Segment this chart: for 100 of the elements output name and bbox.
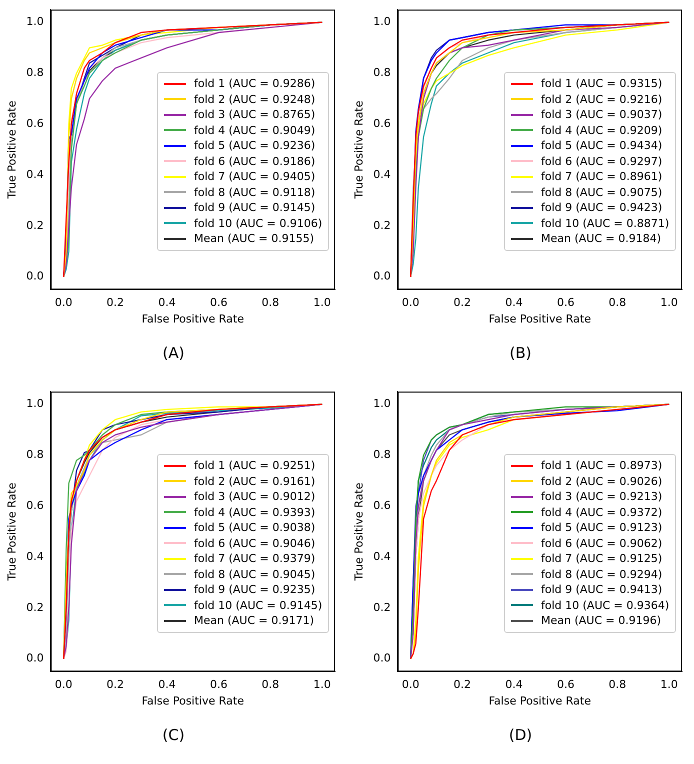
y-tick-label: 0.8	[26, 66, 44, 80]
legend-label: fold 8 (AUC = 0.9045)	[194, 566, 316, 582]
legend-label: fold 2 (AUC = 0.9161)	[194, 474, 316, 490]
legend-label: fold 4 (AUC = 0.9209)	[541, 122, 662, 138]
y-tick-label: 0.0	[373, 270, 391, 283]
legend-label: fold 8 (AUC = 0.9075)	[541, 184, 662, 200]
y-axis-title: True Positive Rate	[5, 482, 18, 582]
y-axis-title: True Positive Rate	[352, 100, 366, 200]
x-axis-title: False Positive Rate	[142, 312, 244, 326]
x-tick-label: 0.0	[54, 678, 72, 692]
legend-label: Mean (AUC = 0.9155)	[194, 231, 314, 247]
legend-label: Mean (AUC = 0.9184)	[541, 231, 662, 247]
legend-label: fold 7 (AUC = 0.9125)	[541, 551, 662, 567]
legend-label: fold 9 (AUC = 0.9145)	[194, 200, 316, 216]
legend-label: fold 4 (AUC = 0.9393)	[194, 504, 316, 520]
legend-label: Mean (AUC = 0.9171)	[194, 613, 314, 629]
legend-label: fold 4 (AUC = 0.9049)	[194, 122, 316, 138]
y-axis-title: True Positive Rate	[5, 100, 18, 200]
x-tick-label: 0.4	[505, 296, 523, 310]
y-tick-label: 0.2	[26, 218, 44, 232]
legend-label: fold 1 (AUC = 0.9251)	[194, 458, 316, 474]
text: (D)	[508, 726, 534, 744]
legend-label: fold 10 (AUC = 0.9145)	[194, 598, 322, 614]
y-tick-label: 0.0	[373, 652, 391, 665]
x-tick-label: 0.0	[402, 296, 420, 310]
y-tick-label: 1.0	[373, 15, 391, 28]
legend-label: fold 10 (AUC = 0.9364)	[541, 598, 670, 614]
x-tick-label: 0.2	[454, 296, 472, 310]
y-tick-label: 1.0	[26, 397, 44, 410]
x-tick-label: 0.2	[106, 296, 124, 310]
y-tick-label: 0.6	[373, 499, 391, 512]
y-tick-label: 0.2	[373, 600, 391, 614]
legend-label: fold 8 (AUC = 0.9118)	[194, 184, 316, 200]
x-tick-label: 1.0	[660, 296, 678, 310]
y-tick-label: 0.6	[26, 499, 44, 512]
x-tick-label: 0.6	[556, 678, 574, 692]
legend-label: fold 1 (AUC = 0.9315)	[541, 76, 662, 92]
legend-label: fold 4 (AUC = 0.9372)	[541, 504, 662, 520]
y-tick-label: 1.0	[373, 397, 391, 410]
y-tick-label: 0.8	[373, 66, 391, 80]
x-tick-label: 0.6	[210, 296, 228, 310]
y-tick-label: 0.0	[26, 652, 44, 665]
legend-label: fold 6 (AUC = 0.9062)	[541, 536, 662, 552]
x-tick-label: 0.0	[54, 296, 72, 310]
x-tick-label: 1.0	[313, 296, 331, 310]
legend-label: fold 7 (AUC = 0.9405)	[194, 169, 316, 185]
legend-label: fold 10 (AUC = 0.9106)	[194, 216, 322, 232]
x-tick-label: 0.6	[556, 296, 574, 310]
x-tick-label: 0.8	[608, 678, 626, 692]
x-tick-label: 1.0	[660, 678, 678, 692]
y-tick-label: 0.4	[26, 550, 44, 563]
legend-label: fold 1 (AUC = 0.9286)	[194, 76, 316, 92]
legend-label: fold 6 (AUC = 0.9297)	[541, 154, 662, 170]
legend-label: fold 1 (AUC = 0.8973)	[541, 458, 662, 474]
legend-label: fold 10 (AUC = 0.8871)	[541, 216, 670, 232]
x-tick-label: 0.4	[158, 296, 176, 310]
legend-label: fold 3 (AUC = 0.9213)	[541, 489, 662, 505]
y-tick-label: 0.2	[26, 600, 44, 614]
x-tick-label: 0.4	[505, 678, 523, 692]
text: (B)	[508, 344, 532, 362]
x-axis-title: False Positive Rate	[488, 694, 592, 708]
y-tick-label: 0.6	[373, 117, 391, 130]
x-axis-title: False Positive Rate	[488, 312, 592, 326]
y-tick-label: 0.2	[373, 218, 391, 232]
x-axis-title: False Positive Rate	[142, 694, 244, 708]
legend-label: fold 3 (AUC = 0.9037)	[541, 107, 662, 123]
legend-label: fold 8 (AUC = 0.9294)	[541, 566, 662, 582]
legend-label: Mean (AUC = 0.9196)	[541, 613, 662, 629]
legend-label: fold 6 (AUC = 0.9186)	[194, 154, 316, 170]
y-tick-label: 0.8	[373, 448, 391, 462]
y-tick-label: 1.0	[26, 15, 44, 28]
x-tick-label: 0.2	[454, 678, 472, 692]
y-tick-label: 0.8	[26, 448, 44, 462]
legend-label: fold 5 (AUC = 0.9434)	[541, 138, 662, 154]
text: (A)	[162, 344, 186, 362]
x-tick-label: 0.8	[262, 296, 280, 310]
y-tick-label: 0.6	[26, 117, 44, 130]
legend-label: fold 2 (AUC = 0.9248)	[194, 92, 316, 108]
x-tick-label: 0.6	[210, 678, 228, 692]
legend-label: fold 9 (AUC = 0.9423)	[541, 200, 662, 216]
legend-label: fold 5 (AUC = 0.9236)	[194, 138, 316, 154]
legend-label: fold 3 (AUC = 0.9012)	[194, 489, 316, 505]
legend-label: fold 7 (AUC = 0.8961)	[541, 169, 662, 185]
x-tick-label: 0.8	[608, 296, 626, 310]
legend-label: fold 2 (AUC = 0.9026)	[541, 474, 662, 490]
legend-label: fold 7 (AUC = 0.9379)	[194, 551, 316, 567]
y-tick-label: 0.4	[26, 168, 44, 181]
legend-label: fold 2 (AUC = 0.9216)	[541, 92, 662, 108]
x-tick-label: 0.0	[402, 678, 420, 692]
x-tick-label: 1.0	[313, 678, 331, 692]
y-tick-label: 0.4	[373, 168, 391, 181]
legend-label: fold 6 (AUC = 0.9046)	[194, 536, 316, 552]
legend-label: fold 5 (AUC = 0.9123)	[541, 520, 662, 536]
y-tick-label: 0.0	[26, 270, 44, 283]
y-axis-title: True Positive Rate	[352, 482, 366, 582]
y-tick-label: 0.4	[373, 550, 391, 563]
legend-label: fold 3 (AUC = 0.8765)	[194, 107, 316, 123]
legend-label: fold 5 (AUC = 0.9038)	[194, 520, 316, 536]
legend-label: fold 9 (AUC = 0.9235)	[194, 582, 316, 598]
x-tick-label: 0.8	[262, 678, 280, 692]
